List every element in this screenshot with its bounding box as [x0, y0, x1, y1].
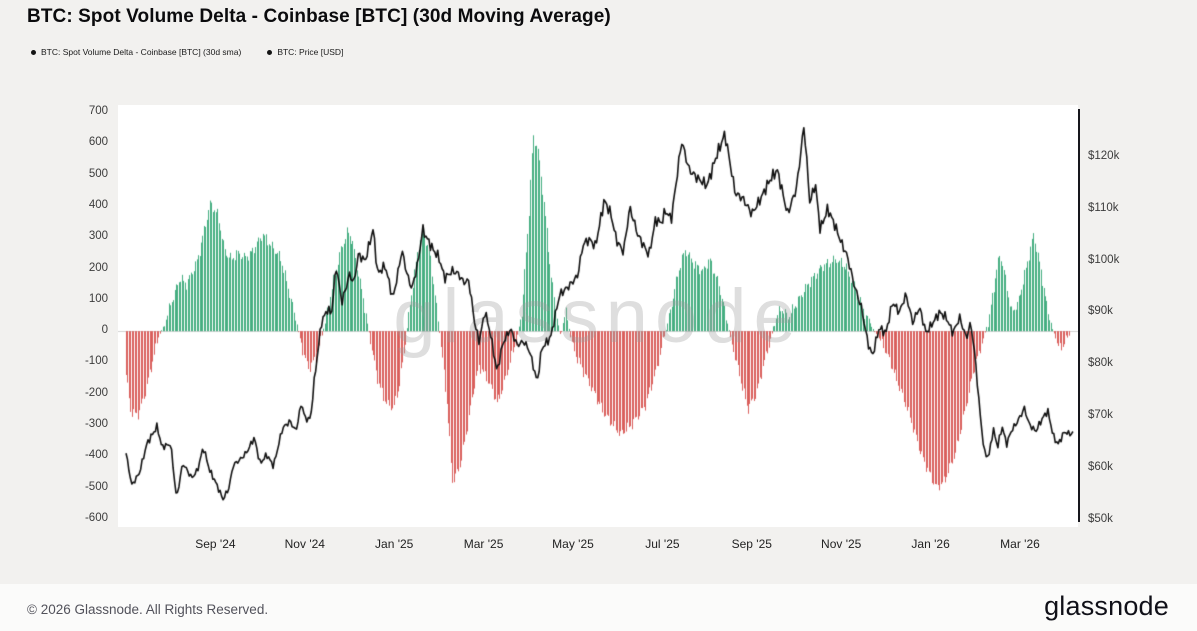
price-line-canvas[interactable] [118, 105, 1078, 527]
dot-icon [31, 49, 36, 55]
x-axis-tick: Mar '26 [1000, 537, 1040, 551]
x-axis-tick: Jan '25 [375, 537, 414, 551]
x-axis-tick: Nov '24 [284, 537, 325, 551]
copyright-text: © 2026 Glassnode. All Rights Reserved. [27, 602, 269, 617]
y-axis-tick-right: $50k [1088, 512, 1113, 525]
y-axis-tick-right: $120k [1088, 150, 1120, 162]
x-axis-tick: May '25 [552, 537, 594, 551]
x-axis-tick: Sep '24 [195, 537, 236, 551]
y-axis-tick-left: -100 [84, 355, 108, 368]
y-axis-tick-left: -500 [84, 480, 108, 493]
y-axis-tick-left: 0 [101, 324, 108, 337]
x-axis-tick: Nov '25 [821, 537, 862, 551]
y-axis-tick-left: 400 [88, 198, 108, 211]
y-axis-tick-right: $100k [1088, 253, 1120, 266]
right-axis-spine [1078, 109, 1080, 522]
y-axis-tick-left: -600 [84, 512, 108, 524]
y-axis-tick-left: 200 [88, 261, 108, 274]
y-axis-tick-left: -200 [84, 386, 108, 399]
x-axis-tick: Mar '25 [463, 537, 504, 551]
y-axis-tick-right: $80k [1088, 357, 1113, 370]
x-axis-tick: Jan '26 [911, 537, 950, 551]
page-title: BTC: Spot Volume Delta - Coinbase [BTC] … [27, 6, 611, 27]
y-axis-tick-right: $90k [1088, 305, 1113, 318]
x-axis-tick: Jul '25 [645, 537, 680, 551]
y-axis-tick-left: -300 [84, 418, 108, 431]
y-axis-tick-right: $110k [1088, 201, 1119, 214]
y-axis-tick-left: 600 [88, 136, 108, 149]
y-axis-tick-left: 300 [88, 230, 108, 243]
footer: © 2026 Glassnode. All Rights Reserved. g… [0, 584, 1197, 631]
y-axis-tick-left: 700 [88, 105, 108, 117]
legend-item-volume-delta[interactable]: BTC: Spot Volume Delta - Coinbase [BTC] … [31, 47, 241, 57]
y-axis-tick-left: 100 [88, 292, 108, 305]
glassnode-logo: glassnode [1044, 591, 1169, 621]
y-axis-tick-left: -400 [84, 449, 108, 462]
y-axis-tick-left: 500 [88, 167, 108, 180]
y-axis-tick-right: $70k [1088, 408, 1113, 421]
y-axis-tick-right: $60k [1088, 460, 1113, 473]
legend: BTC: Spot Volume Delta - Coinbase [BTC] … [31, 47, 343, 57]
x-axis-tick: Sep '25 [731, 537, 772, 551]
dot-icon [267, 49, 273, 55]
legend-label: BTC: Spot Volume Delta - Coinbase [BTC] … [41, 47, 242, 57]
legend-item-price[interactable]: BTC: Price [USD] [267, 47, 343, 57]
legend-label: BTC: Price [USD] [277, 47, 344, 57]
